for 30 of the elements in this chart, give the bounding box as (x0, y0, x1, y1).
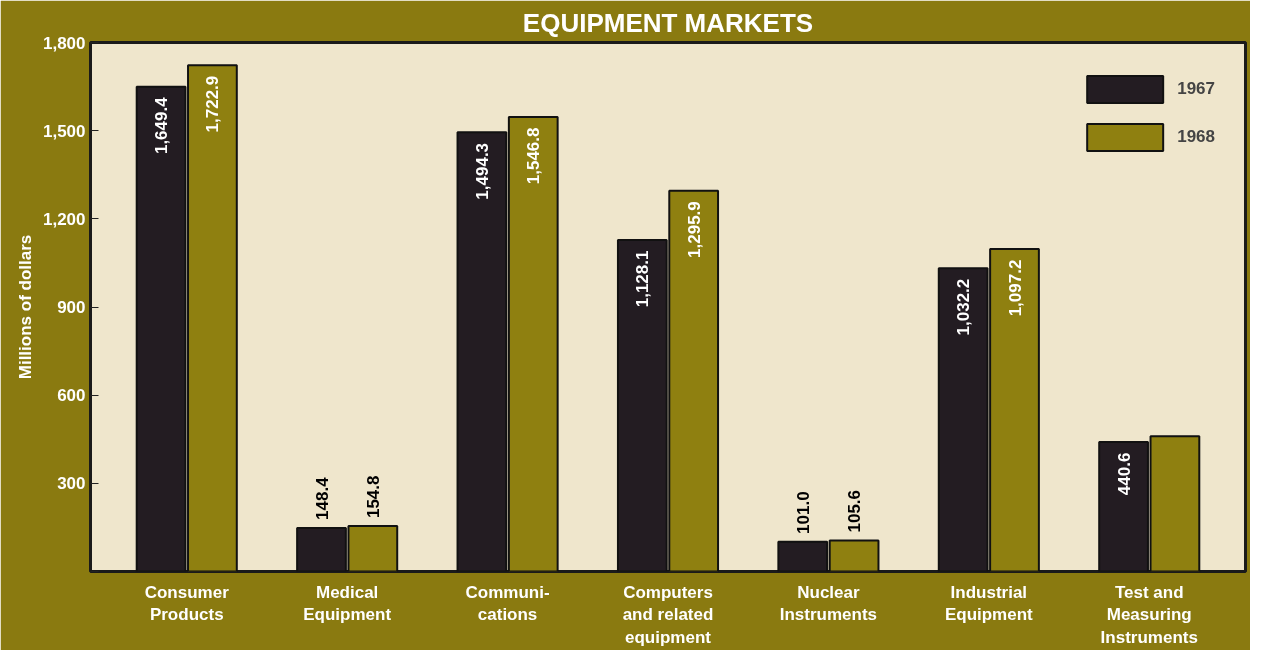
data-label: 101.0 (793, 491, 813, 534)
legend-label: 1967 (1177, 79, 1215, 99)
data-label: 1,032.2 (954, 278, 974, 336)
x-tick-label: Consumer Products (144, 582, 230, 625)
data-label: 1,649.4 (152, 96, 172, 155)
y-tick-label: 1,800 (42, 33, 86, 53)
x-tick-label: Nuclear Instruments (779, 582, 878, 625)
data-label: 105.6 (845, 489, 865, 533)
data-label: 1,097.2 (1005, 259, 1025, 317)
x-tick-label: Computers and related equipment (622, 582, 714, 648)
chart-title: EQUIPMENT MARKETS (522, 7, 814, 38)
y-tick-label: 1,500 (42, 121, 86, 141)
y-tick-label: 300 (57, 474, 86, 494)
data-label: 1,546.8 (524, 127, 544, 185)
data-label: 1,722.9 (203, 75, 223, 133)
y-tick-label: 1,200 (42, 209, 86, 229)
data-label: 1,494.3 (472, 142, 492, 200)
y-tick-label: 600 (57, 386, 86, 406)
x-tick-label: Industrial Equipment (944, 582, 1034, 625)
data-label: 148.4 (312, 476, 332, 520)
data-label: 1,295.9 (684, 201, 704, 258)
y-axis-title: Millions of dollars (15, 234, 35, 380)
legend-label: 1968 (1177, 127, 1215, 147)
x-tick-label: Medical Equipment (303, 582, 392, 625)
x-tick-label: Communi- cations (465, 582, 550, 625)
data-label: 440.6 (1114, 452, 1134, 496)
data-label: 1,128.1 (633, 250, 653, 308)
data-label: 154.8 (363, 475, 383, 519)
x-tick-label: Test and Measuring Instruments (1100, 582, 1198, 648)
y-tick-label: 900 (57, 298, 86, 317)
